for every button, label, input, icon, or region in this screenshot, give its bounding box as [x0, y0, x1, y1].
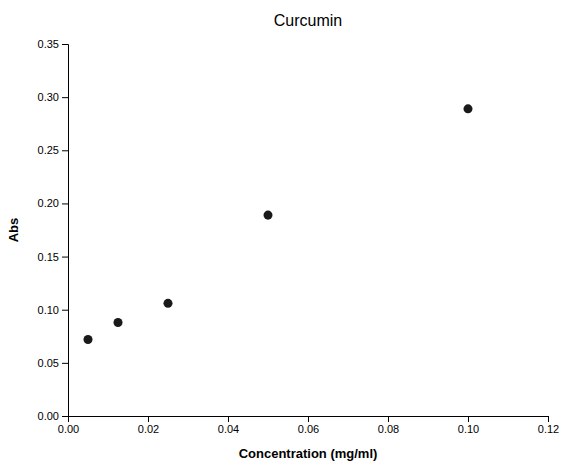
tick-label: 0.00: [58, 423, 79, 435]
tick: 0.25: [38, 144, 68, 156]
tick-label: 0.30: [38, 91, 59, 103]
tick-mark: [228, 416, 229, 422]
x-axis: 0.00 0.02 0.04 0.06 0.08 0.10 0.12: [58, 416, 559, 435]
tick-mark: [62, 150, 68, 151]
axis-line: [62, 45, 69, 417]
tick: 0.20: [38, 197, 68, 209]
tick-label: 0.00: [38, 410, 59, 422]
chart: 0.00 0.02 0.04 0.06 0.08 0.10 0.12 0.00 0.05 0.10…: [0, 0, 572, 472]
point: [263, 211, 272, 220]
tick: 0.35: [38, 38, 68, 50]
point: [113, 318, 122, 327]
point: [83, 335, 92, 344]
point: [463, 104, 472, 113]
y-axis: 0.00 0.05 0.10 0.15 0.20 0.25 0.30 0.35: [38, 38, 69, 422]
axis-line: [69, 417, 549, 423]
tick: 0.05: [38, 357, 68, 369]
tick: 0.08: [378, 416, 399, 435]
plot: 0.00 0.02 0.04 0.06 0.08 0.10 0.12 0.00 0.05 0.10…: [38, 38, 560, 435]
tick: 0.00: [38, 410, 68, 422]
tick-mark: [62, 363, 68, 364]
tick-mark: [548, 416, 549, 422]
tick: 0.04: [218, 416, 239, 435]
tick-mark: [62, 310, 68, 311]
title: Curcumin: [274, 12, 342, 29]
tick-label: 0.20: [38, 197, 59, 209]
tick-label: 0.06: [298, 423, 319, 435]
tick-mark: [468, 416, 469, 422]
tick-mark: [308, 416, 309, 422]
tick-mark: [62, 203, 68, 204]
tick: 0.10: [38, 304, 68, 316]
tick: 0.10: [458, 416, 479, 435]
x-axis-title: Concentration (mg/ml): [239, 446, 378, 461]
tick: 0.02: [138, 416, 159, 435]
tick: 0.12: [538, 416, 559, 435]
tick-mark: [388, 416, 389, 422]
tick-label: 0.15: [38, 251, 59, 263]
tick-label: 0.10: [458, 423, 479, 435]
y-axis-title: Abs: [6, 218, 21, 243]
tick-label: 0.04: [218, 423, 239, 435]
tick-mark: [62, 44, 68, 45]
tick-label: 0.25: [38, 144, 59, 156]
tick-label: 0.05: [38, 357, 59, 369]
tick: 0.30: [38, 91, 68, 103]
tick: 0.00: [58, 416, 79, 435]
tick-label: 0.10: [38, 304, 59, 316]
tick-mark: [62, 257, 68, 258]
tick-label: 0.08: [378, 423, 399, 435]
tick: 0.06: [298, 416, 319, 435]
tick: 0.15: [38, 251, 68, 263]
tick-mark: [62, 97, 68, 98]
tick-label: 0.35: [38, 38, 59, 50]
tick-mark: [148, 416, 149, 422]
tick-label: 0.02: [138, 423, 159, 435]
tick-label: 0.12: [538, 423, 559, 435]
point: [163, 299, 172, 308]
points: [83, 104, 472, 344]
tick-mark: [62, 416, 68, 417]
